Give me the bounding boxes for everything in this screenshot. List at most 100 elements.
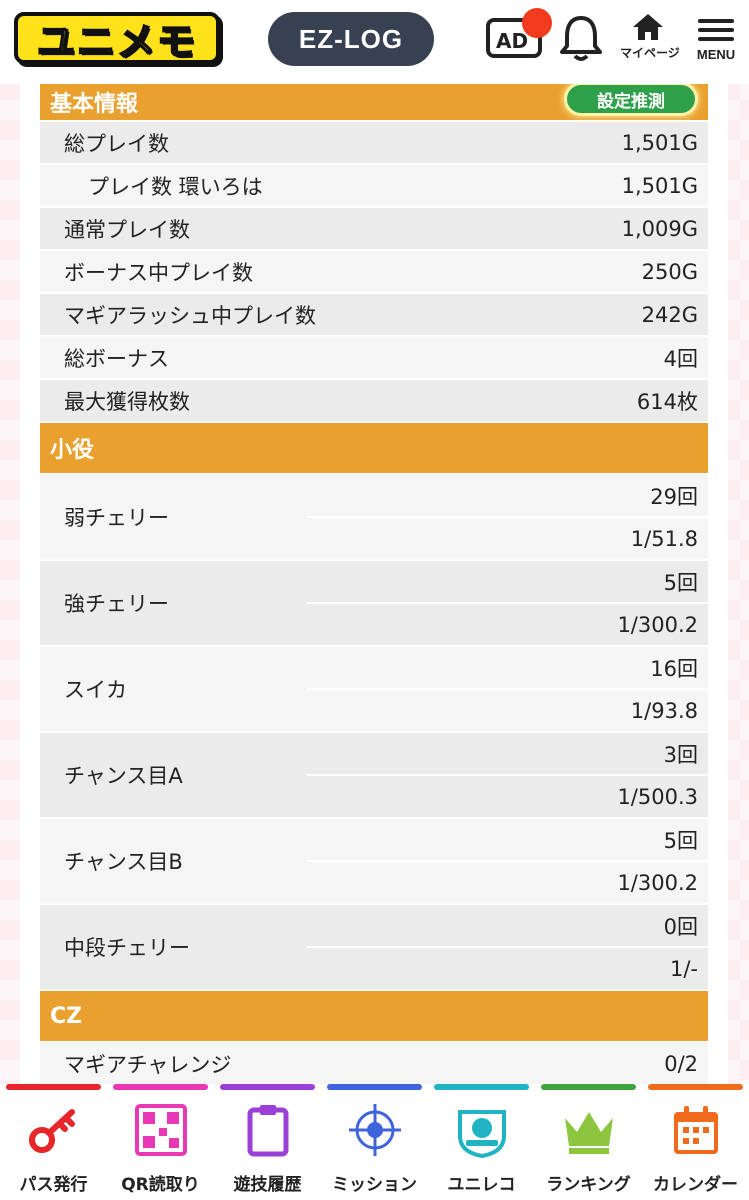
clipboard-icon — [247, 1105, 289, 1157]
row-label: マギアチャレンジ — [64, 1052, 232, 1077]
row-label: 通常プレイ数 — [64, 217, 190, 242]
table-row: マギアチャレンジ 0/2 — [40, 1043, 708, 1084]
row-value: 1,501G — [621, 173, 698, 198]
row-label: チャンス目B — [64, 850, 183, 874]
row-value: 1,009G — [621, 216, 698, 241]
crown-icon — [565, 1112, 613, 1154]
row-value: 614枚 — [636, 389, 698, 414]
row-probability: 1/- — [669, 956, 698, 981]
row-probability: 1/300.2 — [617, 612, 698, 637]
nav-unireco[interactable]: ユニレコ — [428, 1084, 535, 1200]
row-value: 250G — [641, 259, 698, 284]
section-title: CZ — [50, 1003, 83, 1029]
key-icon — [29, 1109, 75, 1153]
row-probability: 1/51.8 — [630, 526, 698, 551]
table-row: チャンス目B 5回 1/300.2 — [40, 819, 708, 905]
row-count: 5回 — [307, 819, 708, 862]
nav-color-bar — [6, 1084, 101, 1090]
row-label: 総ボーナス — [64, 346, 169, 371]
basic-info-list: 総プレイ数 1,501G プレイ数 環いろは 1,501G 通常プレイ数 1,009G… — [40, 122, 708, 423]
row-probability: 1/500.3 — [617, 784, 698, 809]
notification-badge — [522, 8, 552, 38]
koyaku-list: 弱チェリー 29回 1/51.8 強チェリー 5回 1/300.2 スイカ 16回 1/93… — [40, 475, 708, 991]
row-label: 弱チェリー — [64, 506, 169, 530]
row-count: 3回 — [307, 733, 708, 776]
row-label: 中段チェリー — [64, 936, 190, 960]
row-probability: 1/93.8 — [630, 698, 698, 723]
row-label: 総プレイ数 — [64, 131, 169, 156]
nav-pass-issue[interactable]: パス発行 — [0, 1084, 107, 1200]
bottom-navigation: パス発行 QR読取り 遊技履歴 ミッション — [0, 1084, 749, 1200]
app-header: ユニメモ EZ-LOG AD マイページ MENU — [0, 0, 749, 84]
row-count: 16回 — [307, 647, 708, 690]
table-row: 最大獲得枚数 614枚 — [40, 380, 708, 423]
nav-color-bar — [541, 1084, 636, 1090]
table-row: ボーナス中プレイ数 250G — [40, 251, 708, 294]
table-row: 強チェリー 5回 1/300.2 — [40, 561, 708, 647]
row-label: 強チェリー — [64, 592, 169, 616]
menu-button[interactable]: MENU — [690, 14, 742, 74]
setting-guess-button[interactable]: 設定推測 — [564, 84, 698, 116]
row-label: 最大獲得枚数 — [64, 389, 190, 414]
nav-color-bar — [327, 1084, 422, 1090]
nav-label: QR読取り — [121, 1175, 200, 1195]
nav-play-history[interactable]: 遊技履歴 — [214, 1084, 321, 1200]
nav-label: 遊技履歴 — [233, 1175, 302, 1195]
section-title: 小役 — [50, 438, 95, 463]
nav-color-bar — [220, 1084, 315, 1090]
row-value: 242G — [641, 302, 698, 327]
logo-text: ユニメモ — [36, 19, 197, 65]
app-logo[interactable]: ユニメモ — [14, 12, 220, 65]
menu-label: MENU — [696, 47, 736, 62]
unireco-icon — [458, 1110, 506, 1158]
nav-color-bar — [434, 1084, 529, 1090]
nav-calendar[interactable]: カレンダー — [642, 1084, 749, 1200]
table-row: マギアラッシュ中プレイ数 242G — [40, 294, 708, 337]
row-count: 0回 — [307, 905, 708, 948]
mypage-label: マイページ — [620, 46, 680, 60]
nav-color-bar — [113, 1084, 208, 1090]
bell-icon[interactable] — [558, 14, 604, 62]
nav-ranking[interactable]: ランキング — [535, 1084, 642, 1200]
ezlog-button[interactable]: EZ-LOG — [268, 12, 434, 66]
calendar-icon — [674, 1106, 718, 1154]
row-value: 1,501G — [621, 130, 698, 155]
row-label: マギアラッシュ中プレイ数 — [64, 303, 316, 328]
nav-mission[interactable]: ミッション — [321, 1084, 428, 1200]
row-probability: 1/300.2 — [617, 870, 698, 895]
nav-color-bar — [648, 1084, 743, 1090]
row-count: 29回 — [307, 475, 708, 518]
main-content[interactable]: 基本情報 設定推測 総プレイ数 1,501G プレイ数 環いろは 1,501G 通常… — [20, 84, 728, 1084]
table-row: 通常プレイ数 1,009G — [40, 208, 708, 251]
row-label: チャンス目A — [64, 764, 183, 788]
row-count: 5回 — [307, 561, 708, 604]
table-row: チャンス目A 3回 1/500.3 — [40, 733, 708, 819]
row-value: 4回 — [663, 346, 698, 371]
table-row: スイカ 16回 1/93.8 — [40, 647, 708, 733]
section-header-koyaku: 小役 — [40, 423, 708, 475]
table-row: 中段チェリー 0回 1/- — [40, 905, 708, 991]
nav-label: カレンダー — [653, 1175, 738, 1195]
row-label: プレイ数 環いろは — [88, 174, 263, 199]
row-value: 0/2 — [664, 1051, 698, 1076]
ezlog-label: EZ-LOG — [298, 23, 404, 54]
table-row: 弱チェリー 29回 1/51.8 — [40, 475, 708, 561]
nav-qr-read[interactable]: QR読取り — [107, 1084, 214, 1200]
nav-label: パス発行 — [19, 1175, 88, 1195]
table-row: プレイ数 環いろは 1,501G — [40, 165, 708, 208]
cz-list: マギアチャレンジ 0/2 — [40, 1043, 708, 1084]
ad-label: AD — [496, 29, 528, 53]
home-icon — [633, 14, 663, 40]
hamburger-icon — [690, 19, 742, 41]
qr-code-icon — [135, 1104, 187, 1156]
table-row: 総ボーナス 4回 — [40, 337, 708, 380]
table-row: 総プレイ数 1,501G — [40, 122, 708, 165]
row-label: ボーナス中プレイ数 — [64, 260, 253, 285]
mypage-button[interactable]: マイページ — [620, 12, 680, 72]
row-label: スイカ — [64, 678, 127, 702]
nav-label: ミッション — [332, 1175, 417, 1195]
section-header-cz: CZ — [40, 991, 708, 1043]
target-icon — [349, 1104, 401, 1156]
nav-label: ユニレコ — [447, 1175, 516, 1195]
ad-icon[interactable]: AD — [486, 16, 542, 60]
